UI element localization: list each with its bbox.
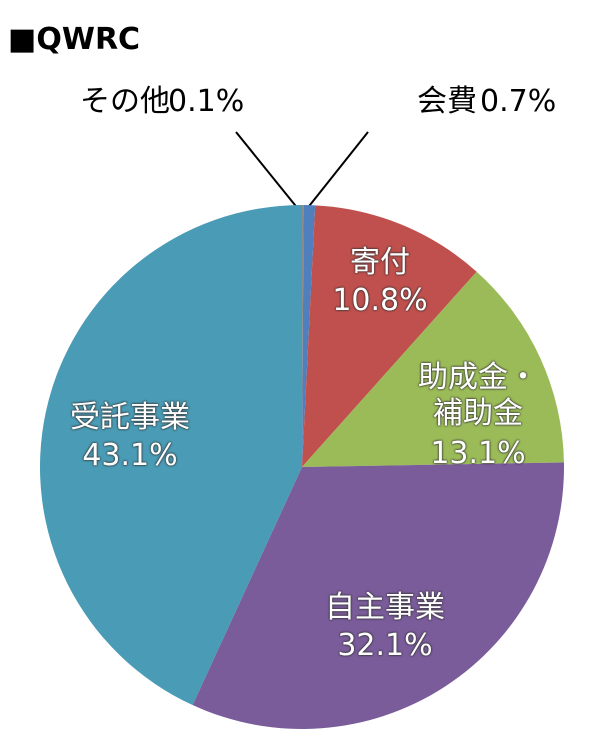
slice-label: 助成金・補助金 [418,360,538,431]
value-label: 32.1% [337,628,433,663]
pie-slice [192,462,564,729]
value-label: 13.1% [430,436,526,471]
pie-slice [302,205,477,467]
value-label: 0.7% [480,84,557,119]
value-label: 43.1% [82,438,178,473]
slice-label: その他 [80,84,170,119]
slice-label: 寄付 [350,245,410,280]
value-label: 10.8% [332,283,428,318]
pie-slice [39,205,302,706]
pie-slice [302,205,304,467]
slice-label: 受託事業 [70,400,190,435]
slice-label: 自主事業 [325,590,445,625]
leader-line [235,131,300,211]
pie-slice [302,205,316,467]
leader-line [305,131,369,211]
value-label: 0.1% [168,84,245,119]
chart-title: ■QWRC [8,22,141,57]
slice-label: 会費 [417,84,477,119]
pie-slice [302,271,564,467]
